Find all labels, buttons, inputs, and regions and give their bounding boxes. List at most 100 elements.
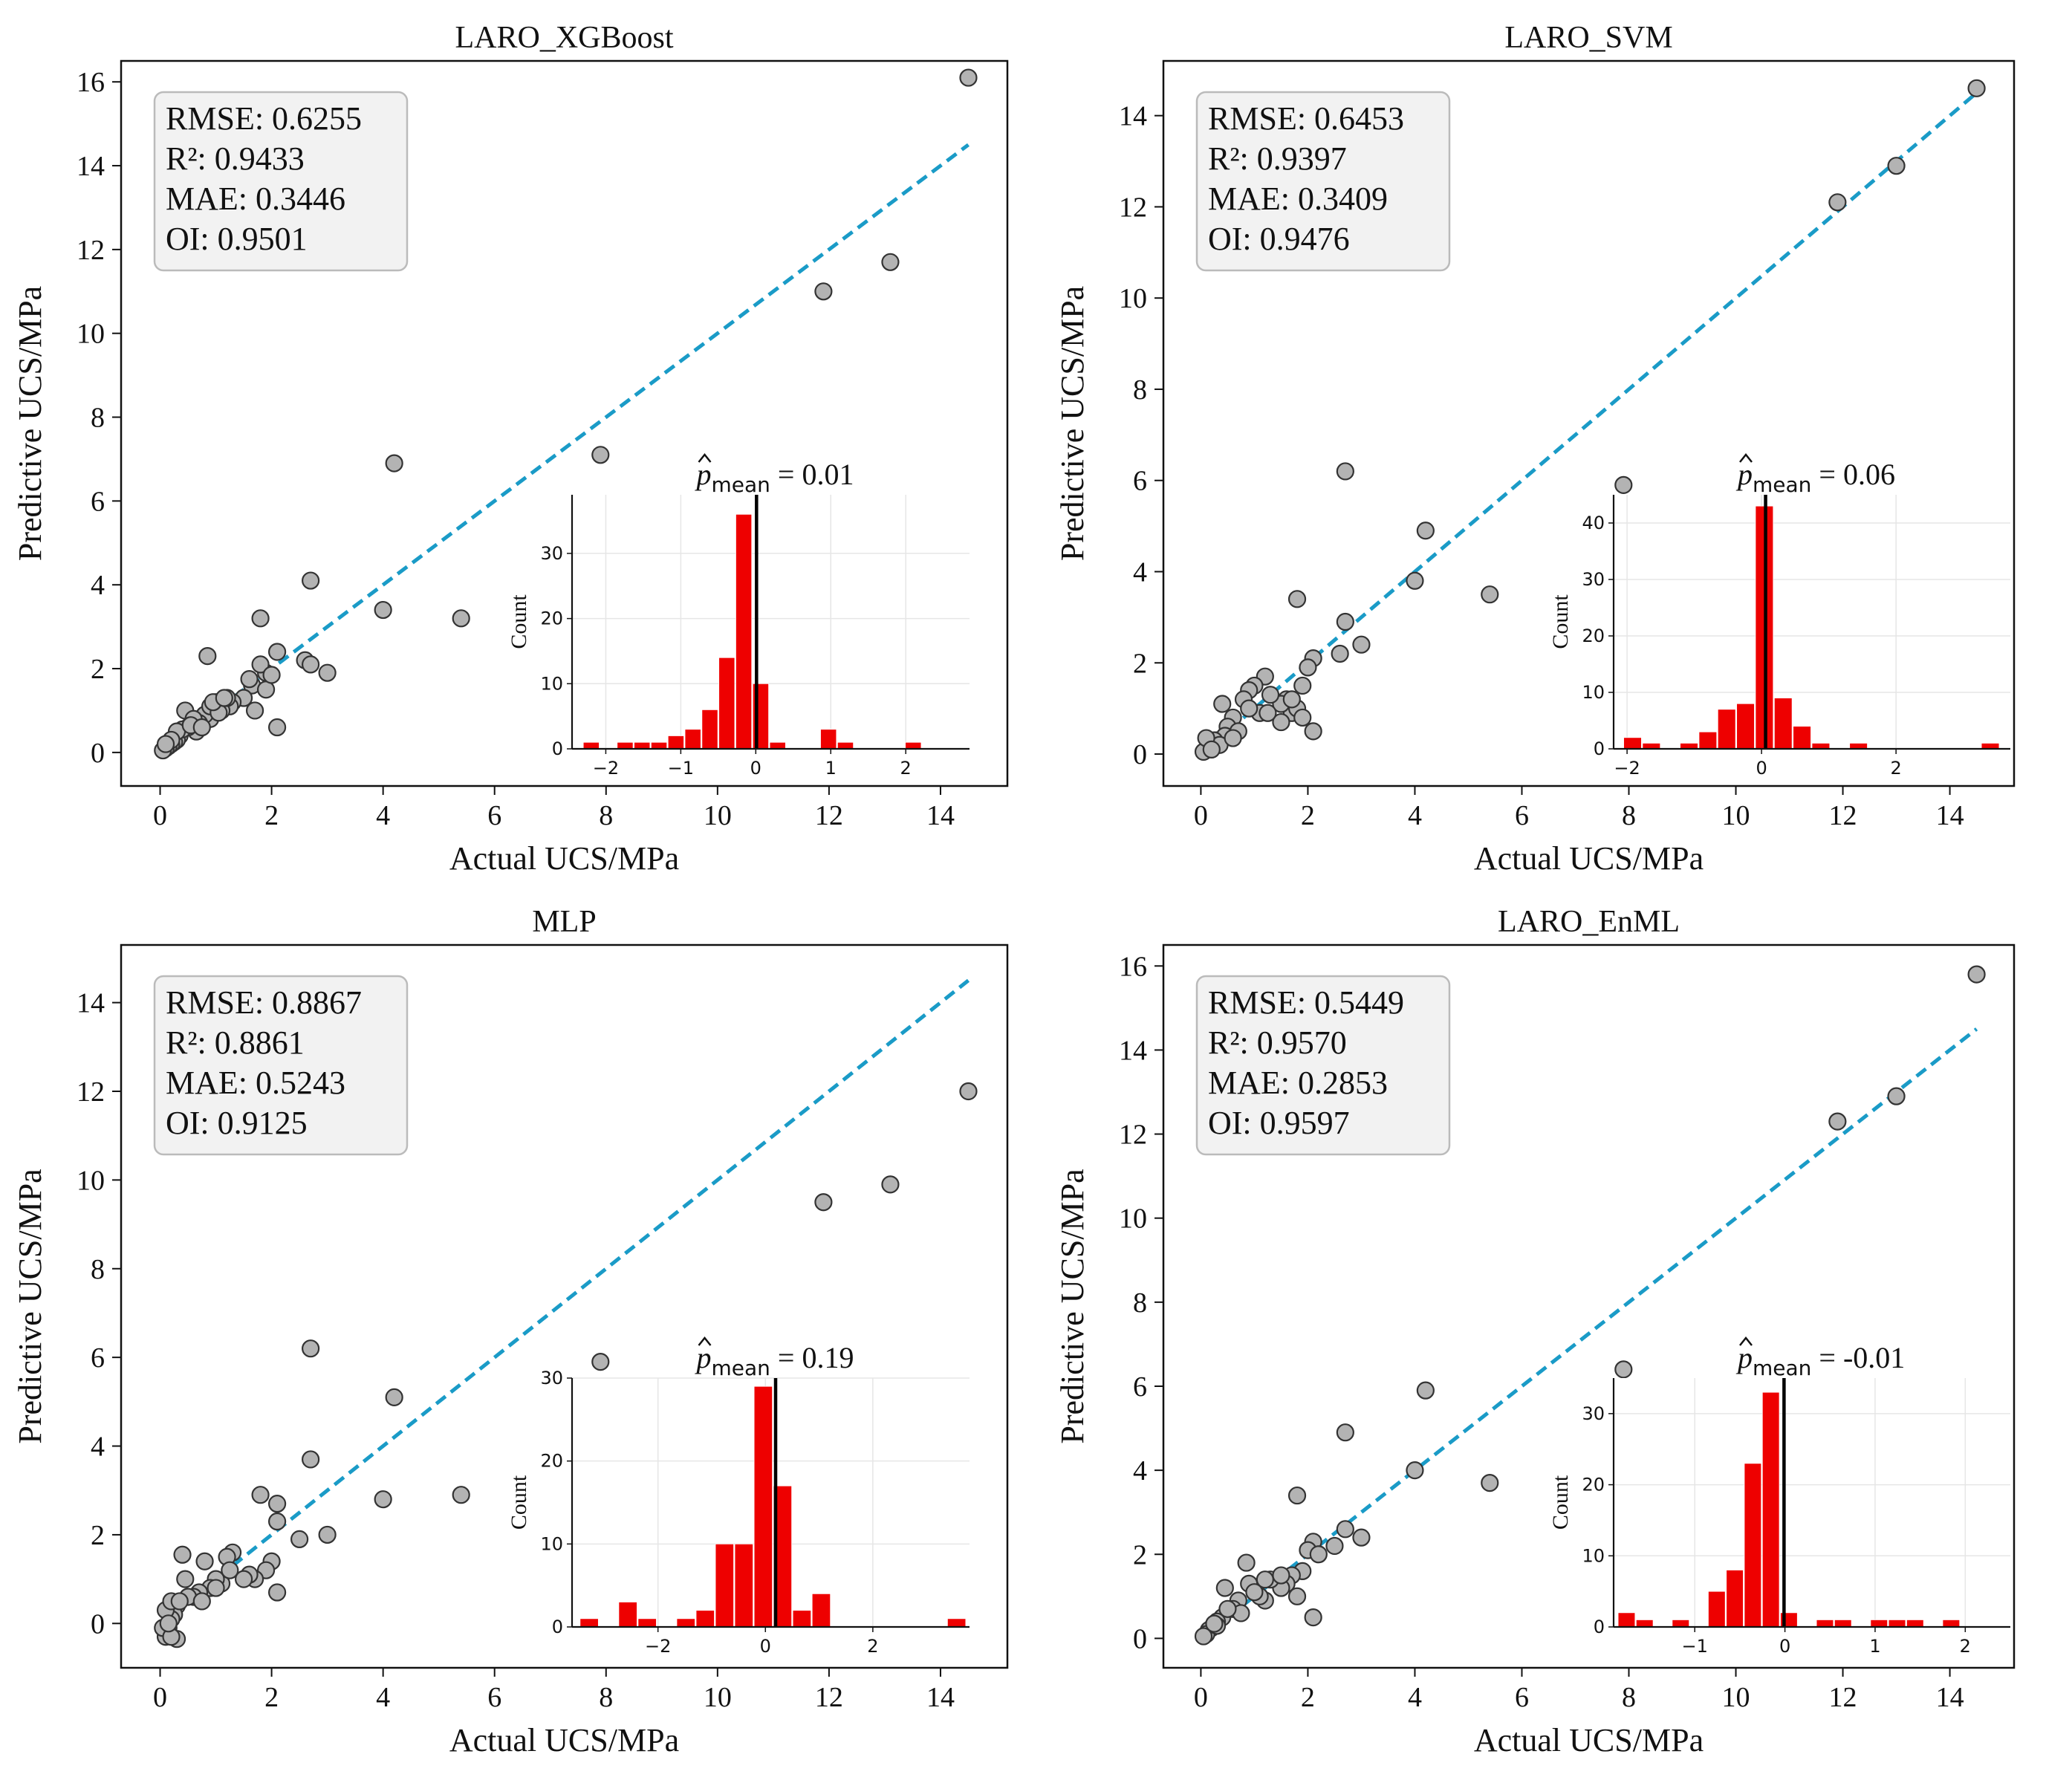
histogram-bar: [684, 729, 701, 750]
data-point: [267, 1512, 287, 1531]
data-point: [1282, 690, 1301, 709]
data-point: [1336, 1520, 1354, 1539]
data-point: [1416, 522, 1435, 540]
inset-y-tick-label: 0: [552, 738, 563, 759]
inset-y-tick-label: 40: [1582, 513, 1605, 533]
data-point: [262, 666, 281, 684]
x-tick-label: 6: [487, 800, 501, 831]
histogram-bar: [769, 741, 786, 750]
inset-y-tick-label: 0: [1594, 1617, 1605, 1637]
data-point: [959, 68, 978, 87]
metrics-box: [153, 91, 409, 272]
fit-line: [1199, 91, 1978, 756]
histogram-bar: [734, 1543, 753, 1628]
data-point: [1261, 686, 1280, 704]
panel-3: MLP 0 2 4 6 8 10 12 14 0 2 4 6 8 10 12 14 Actual UCS/MPa P…: [12, 905, 1009, 1758]
y-tick-label: 6: [1133, 1371, 1147, 1403]
inset-y-tick-label: 30: [540, 1368, 563, 1388]
data-point: [302, 1339, 320, 1358]
y-tick-label: 14: [1119, 101, 1147, 132]
x-tick-label: 4: [376, 1682, 390, 1713]
data-point: [1287, 590, 1307, 608]
inset-x-tick-label: −2: [593, 758, 619, 779]
metric-line: MAE: 0.3409: [1208, 181, 1388, 217]
y-tick-label: 14: [77, 151, 105, 182]
y-tick-label: 4: [91, 570, 105, 601]
histogram-bar: [811, 1593, 831, 1628]
y-tick-label: 10: [77, 319, 105, 350]
inset-title: pmean = 0.06: [1735, 458, 1895, 497]
data-point: [159, 1614, 178, 1633]
data-point: [385, 454, 403, 472]
data-point: [1205, 1614, 1224, 1633]
histogram-bar: [1811, 743, 1831, 750]
inset-x-tick-label: −1: [1682, 1636, 1708, 1657]
data-point: [234, 1570, 253, 1588]
y-tick-label: 0: [91, 738, 105, 769]
x-tick-label: 8: [599, 1682, 613, 1713]
y-axis-label: Predictive UCS/MPa: [12, 286, 48, 561]
data-point: [1293, 676, 1312, 695]
inset-x-tick-label: 0: [1756, 758, 1767, 779]
inset-title: pmean = 0.01: [695, 458, 854, 497]
inset-y-axis-label: Count: [1548, 594, 1573, 649]
axes-frame: [120, 943, 1009, 1669]
data-point: [1325, 1536, 1344, 1556]
histogram-bar: [946, 1618, 967, 1628]
data-point: [1352, 635, 1371, 654]
chart-title: LARO_SVM: [1504, 21, 1672, 55]
inset-x-tick-label: 0: [760, 1636, 771, 1657]
chart-title: LARO_XGBoost: [455, 21, 673, 55]
data-point: [1309, 1545, 1328, 1564]
histogram-bar: [1773, 698, 1793, 750]
inset-x-tick-label: 2: [1960, 1636, 1971, 1657]
x-tick-label: 6: [1515, 1682, 1529, 1713]
x-tick-label: 10: [704, 800, 732, 831]
data-point: [1967, 965, 1986, 984]
histogram-bar: [1849, 743, 1868, 750]
inset-y-axis-label: Count: [507, 594, 531, 649]
data-point: [267, 643, 287, 661]
x-tick-label: 14: [926, 800, 955, 831]
inset-x-tick-label: −1: [668, 758, 694, 779]
metric-line: R²: 0.9433: [166, 140, 305, 177]
y-tick-label: 0: [91, 1608, 105, 1640]
y-axis-label: Predictive UCS/MPa: [1054, 1169, 1091, 1443]
data-point: [1237, 1553, 1256, 1572]
inset-y-tick-label: 20: [1582, 626, 1605, 646]
histogram-bar: [1793, 726, 1811, 750]
x-tick-label: 6: [487, 1682, 501, 1713]
histogram-bar: [792, 1610, 812, 1628]
inset-x-tick-label: 1: [1869, 1636, 1880, 1657]
data-point: [1240, 699, 1259, 718]
histogram-bar: [820, 729, 837, 750]
y-tick-label: 4: [91, 1432, 105, 1463]
histogram-bar: [579, 1618, 599, 1628]
y-tick-label: 2: [91, 1520, 105, 1551]
histogram-bar: [650, 741, 668, 750]
x-tick-label: 10: [1722, 1682, 1750, 1713]
metrics-box: [1195, 91, 1451, 272]
data-point: [1245, 1583, 1264, 1602]
histogram-bar: [1717, 709, 1736, 750]
data-point: [1352, 1528, 1371, 1547]
data-point: [1828, 193, 1847, 212]
histogram-bar: [1942, 1620, 1961, 1628]
y-tick-label: 2: [91, 654, 105, 685]
data-point: [207, 1579, 225, 1597]
panel-2: LARO_SVM 0 2 4 6 8 10 12 14 0 2 4 6 8 10 12 14 Actual UCS…: [1054, 21, 2016, 877]
data-point: [1287, 1587, 1307, 1605]
histogram-bar: [1617, 1612, 1636, 1628]
inset-y-tick-label: 30: [1582, 569, 1605, 590]
y-tick-label: 0: [1133, 1623, 1147, 1654]
inset-x-tick-label: 2: [867, 1636, 878, 1657]
data-point: [1614, 1360, 1633, 1379]
data-point: [1967, 79, 1986, 97]
data-point: [1202, 740, 1221, 758]
data-point: [452, 1486, 470, 1504]
histogram-bar: [1623, 737, 1642, 750]
